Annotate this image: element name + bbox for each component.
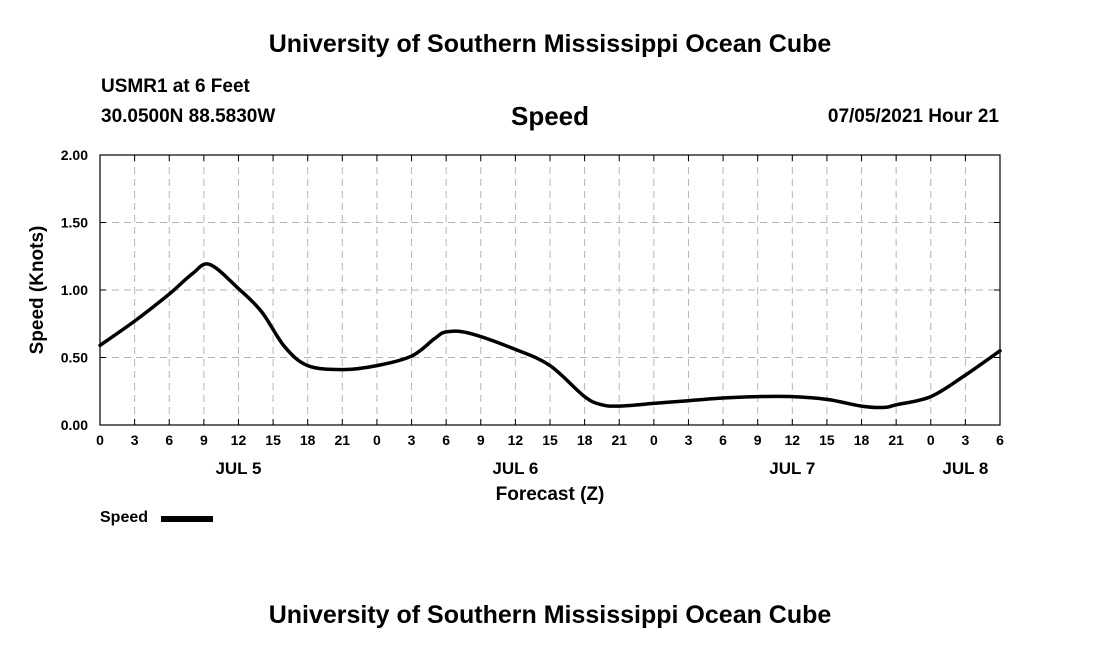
- x-tick-label: 15: [265, 432, 281, 448]
- x-tick-label: 15: [542, 432, 558, 448]
- x-tick-label: 6: [442, 432, 450, 448]
- speed-series-line: [98, 262, 1002, 410]
- x-axis-label: Forecast (Z): [496, 484, 605, 505]
- plot-frame: [99, 154, 1001, 426]
- legend-line-swatch: [161, 516, 213, 522]
- x-tick-label: 6: [719, 432, 727, 448]
- x-tick-label: 3: [685, 432, 693, 448]
- day-label: JUL 5: [215, 459, 261, 478]
- y-axis-label: Speed (Knots): [27, 226, 48, 355]
- y-tick-label: 1.50: [61, 215, 88, 231]
- y-tick-label: 2.00: [61, 147, 88, 163]
- x-tick-label: 0: [927, 432, 935, 448]
- x-tick-label: 12: [508, 432, 524, 448]
- x-tick-label: 12: [785, 432, 801, 448]
- day-label: JUL 6: [492, 459, 538, 478]
- x-tick-label: 12: [231, 432, 247, 448]
- x-tick-label: 21: [888, 432, 904, 448]
- x-tick-label: 21: [611, 432, 627, 448]
- x-tick-label: 18: [577, 432, 593, 448]
- y-tick-label: 1.00: [61, 282, 88, 298]
- x-tick-label: 21: [335, 432, 351, 448]
- x-tick-label: 15: [819, 432, 835, 448]
- x-tick-label: 3: [131, 432, 139, 448]
- x-tick-label: 9: [754, 432, 762, 448]
- x-tick-label: 9: [200, 432, 208, 448]
- day-label: JUL 7: [769, 459, 815, 478]
- x-tick-label: 0: [650, 432, 658, 448]
- y-tick-label: 0.00: [61, 417, 88, 433]
- x-tick-label: 3: [961, 432, 969, 448]
- x-tick-label: 18: [300, 432, 316, 448]
- forecast-timestamp: 07/05/2021 Hour 21: [827, 106, 999, 127]
- x-tick-label: 18: [854, 432, 870, 448]
- x-tick-label: 0: [96, 432, 104, 448]
- x-tick-label: 0: [373, 432, 381, 448]
- y-tick-label: 0.50: [61, 350, 88, 366]
- x-tick-label: 9: [477, 432, 485, 448]
- x-tick-label: 6: [996, 432, 1004, 448]
- x-tick-label: 6: [165, 432, 173, 448]
- station-coordinates: 30.0500N 88.5830W: [101, 106, 276, 127]
- page-title: University of Southern Mississippi Ocean…: [268, 30, 832, 58]
- station-label: USMR1 at 6 Feet: [101, 76, 250, 97]
- chart-title: Speed: [510, 101, 590, 131]
- day-label: JUL 8: [942, 459, 988, 478]
- legend-label: Speed: [100, 509, 149, 526]
- x-tick-label: 3: [408, 432, 416, 448]
- footer-title: University of Southern Mississippi Ocean…: [268, 601, 832, 629]
